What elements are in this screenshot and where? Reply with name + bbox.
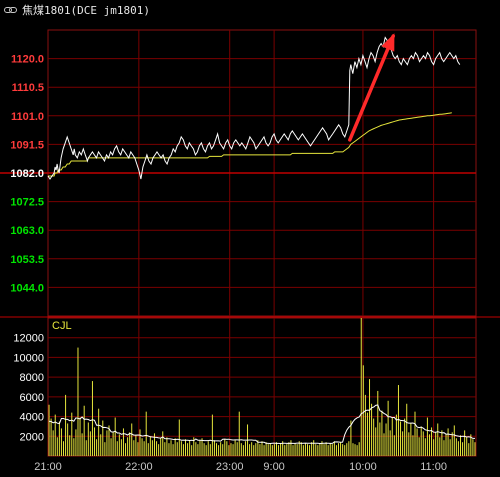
price-tick-label: 1044.0 [10,282,44,294]
volume-tick-label: 4000 [20,412,44,424]
title-bar: 焦煤1801(DCE jm1801) [0,0,500,20]
volume-envelope-line [48,404,475,445]
time-axis-label: 11:00 [420,461,447,473]
time-axis-label: 22:00 [125,461,153,473]
price-tick-label: 1110.5 [12,82,44,94]
price-tick-label: 1063.0 [10,225,44,237]
volume-panel-frame [47,317,477,457]
price-tick-label: 1082.0 [10,168,44,180]
volume-series-label: CJL [52,320,72,332]
volume-tick-label: 6000 [20,392,44,404]
trend-arrow-head [381,33,395,52]
volume-tick-label: 10000 [13,352,44,364]
intraday-chart[interactable]: 1120.0 1110.5 1101.0 1091.5 1082.0 1072.5 1063… [0,20,500,477]
price-tick-label: 1101.0 [11,111,44,123]
time-axis-label: 10:00 [349,461,377,473]
time-axis-label: 9:00 [263,461,284,473]
price-tick-label: 1120.0 [11,54,44,66]
volume-tick-label: 8000 [20,372,44,384]
price-tick-label: 1053.5 [10,254,44,266]
price-tick-label: 1072.5 [10,197,44,209]
time-axis-label: 21:00 [34,461,62,473]
instrument-title: 焦煤1801(DCE jm1801) [22,4,150,17]
volume-tick-label: 2000 [20,431,44,443]
link-icon[interactable] [4,5,18,15]
trend-arrow-shaft [348,34,395,142]
price-tick-label: 1091.5 [10,139,44,151]
average-price-line [48,112,452,177]
volume-tick-label: 12000 [13,333,44,345]
time-axis-label: 23:00 [216,461,244,473]
